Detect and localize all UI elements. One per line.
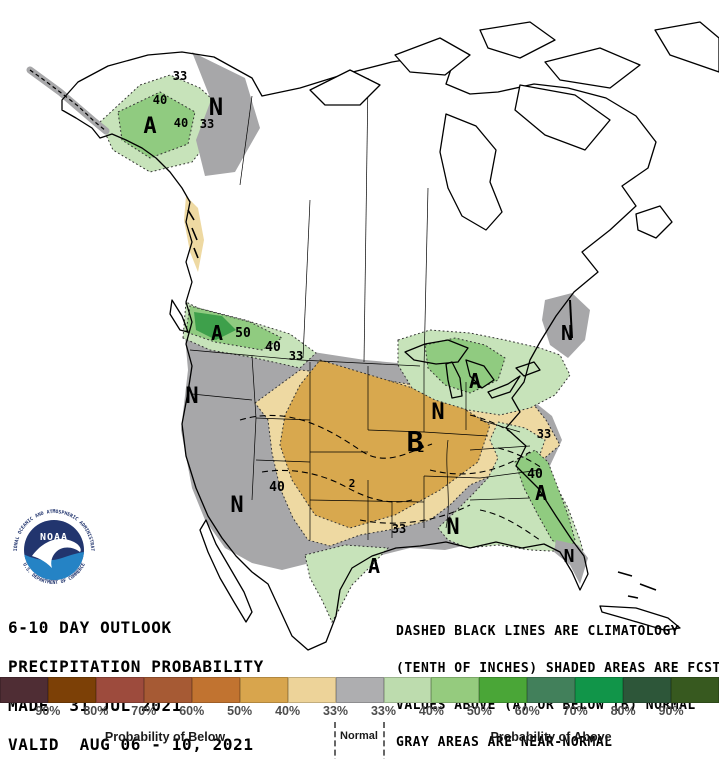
normal-dash-left	[334, 722, 336, 759]
colorbar-tick: 33%	[323, 704, 349, 718]
title-line-4: VALID AUG 06 - 10, 2021	[8, 735, 254, 754]
map-label-B: B	[407, 425, 424, 458]
colorbar-tick: 33%	[370, 704, 396, 718]
map-label-N: N	[564, 546, 575, 567]
map-label-2: 2	[418, 442, 425, 455]
map-label-33: 33	[200, 117, 214, 131]
map-label-40: 40	[265, 340, 281, 355]
logo-sea	[24, 552, 84, 580]
map-label-N: N	[185, 384, 198, 409]
map-label-33: 33	[537, 427, 551, 441]
colorbar-tick: 90%	[35, 704, 61, 718]
note-line-1: DASHED BLACK LINES ARE CLIMATOLOGY	[396, 623, 680, 639]
climatology-dashed-lines	[239, 414, 543, 541]
colorbar-segment	[671, 677, 719, 703]
map-label-50: 50	[235, 326, 251, 341]
map-label-A: A	[535, 481, 547, 505]
caption-probability-below: Probability of Below	[104, 730, 226, 744]
colorbar-segment	[431, 677, 480, 703]
map-label-2: 2	[349, 477, 356, 490]
colorbar-tick: 80%	[610, 704, 636, 718]
map-label-33: 33	[289, 349, 303, 363]
probability-colorbar	[0, 677, 719, 703]
noaa-logo: NOAA NATIONAL OCEANIC AND ATMOSPHERIC AD…	[9, 505, 99, 595]
normal-dash-right	[383, 722, 385, 759]
map-label-N: N	[431, 400, 444, 425]
map-label-N: N	[209, 93, 223, 121]
region-alaska-near-normal	[192, 52, 260, 176]
colorbar-tick: 80%	[83, 704, 109, 718]
colorbar-segment	[191, 677, 240, 703]
map-label-A: A	[368, 554, 380, 578]
title-line-2: PRECIPITATION PROBABILITY	[8, 657, 264, 676]
colorbar-segment	[479, 677, 528, 703]
map-label-A: A	[211, 321, 223, 345]
colorbar-segment	[47, 677, 96, 703]
colorbar-tick-labels: 90% 80% 70% 60% 50% 40% 33% 33% 40% 50% 60% 70% 80% 9…	[0, 704, 719, 720]
political-borders	[189, 77, 573, 540]
map-label-40: 40	[527, 467, 543, 482]
region-se-above-40	[514, 449, 576, 553]
region-lakes-above-40	[424, 337, 506, 394]
map-label-33: 33	[392, 522, 406, 536]
map-label-40: 40	[269, 480, 285, 495]
colorbar-tick: 50%	[466, 704, 492, 718]
map-label-N: N	[446, 515, 459, 540]
title-line-1: 6-10 DAY OUTLOOK	[8, 618, 172, 637]
note-line-4: GRAY AREAS ARE NEAR-NORMAL	[396, 735, 613, 751]
colorbar-segment	[287, 677, 336, 703]
coastlines	[29, 21, 719, 651]
map-label-40: 40	[153, 93, 167, 107]
map-label-40: 40	[174, 116, 188, 130]
colorbar-tick: 40%	[275, 704, 301, 718]
colorbar-segment	[527, 677, 576, 703]
map-label-N: N	[230, 493, 243, 518]
seagull-icon	[32, 538, 81, 568]
colorbar-tick: 60%	[179, 704, 205, 718]
logo-org-text: NOAA	[40, 532, 68, 543]
note-line-2: (TENTH OF INCHES) SHADED AREAS ARE FCST	[396, 661, 719, 677]
colorbar-tick: 70%	[131, 704, 157, 718]
colorbar-tick: 40%	[418, 704, 444, 718]
caption-probability-above: Probability of Above	[490, 730, 612, 744]
colorbar-tick: 60%	[514, 704, 540, 718]
region-pnw-above-50	[194, 312, 236, 340]
colorbar-segment	[335, 677, 384, 703]
map-label-N: N	[561, 321, 573, 345]
colorbar-segment	[95, 677, 144, 703]
colorbar-segment	[575, 677, 624, 703]
climatology-note: DASHED BLACK LINES ARE CLIMATOLOGY (TENT…	[396, 601, 719, 759]
colorbar-segment	[143, 677, 192, 703]
region-alaska-above-40	[117, 91, 196, 159]
map-label-A: A	[143, 114, 156, 139]
region-maine-near-normal	[542, 293, 590, 358]
colorbar-segment	[239, 677, 288, 703]
colorbar-segment	[623, 677, 672, 703]
map-label-33: 33	[173, 69, 187, 83]
colorbar-captions: Probability of Below Normal Probability …	[0, 722, 719, 759]
colorbar-segment	[383, 677, 432, 703]
region-texas-above-33	[304, 544, 390, 624]
forecast-regions	[26, 52, 590, 624]
colorbar-segment	[0, 677, 48, 703]
caption-normal: Normal	[340, 730, 378, 742]
map-label-A: A	[469, 369, 481, 393]
region-aleutians-near-normal	[26, 66, 110, 135]
colorbar-tick: 50%	[227, 704, 253, 718]
colorbar-tick: 70%	[562, 704, 588, 718]
colorbar-tick: 90%	[658, 704, 684, 718]
